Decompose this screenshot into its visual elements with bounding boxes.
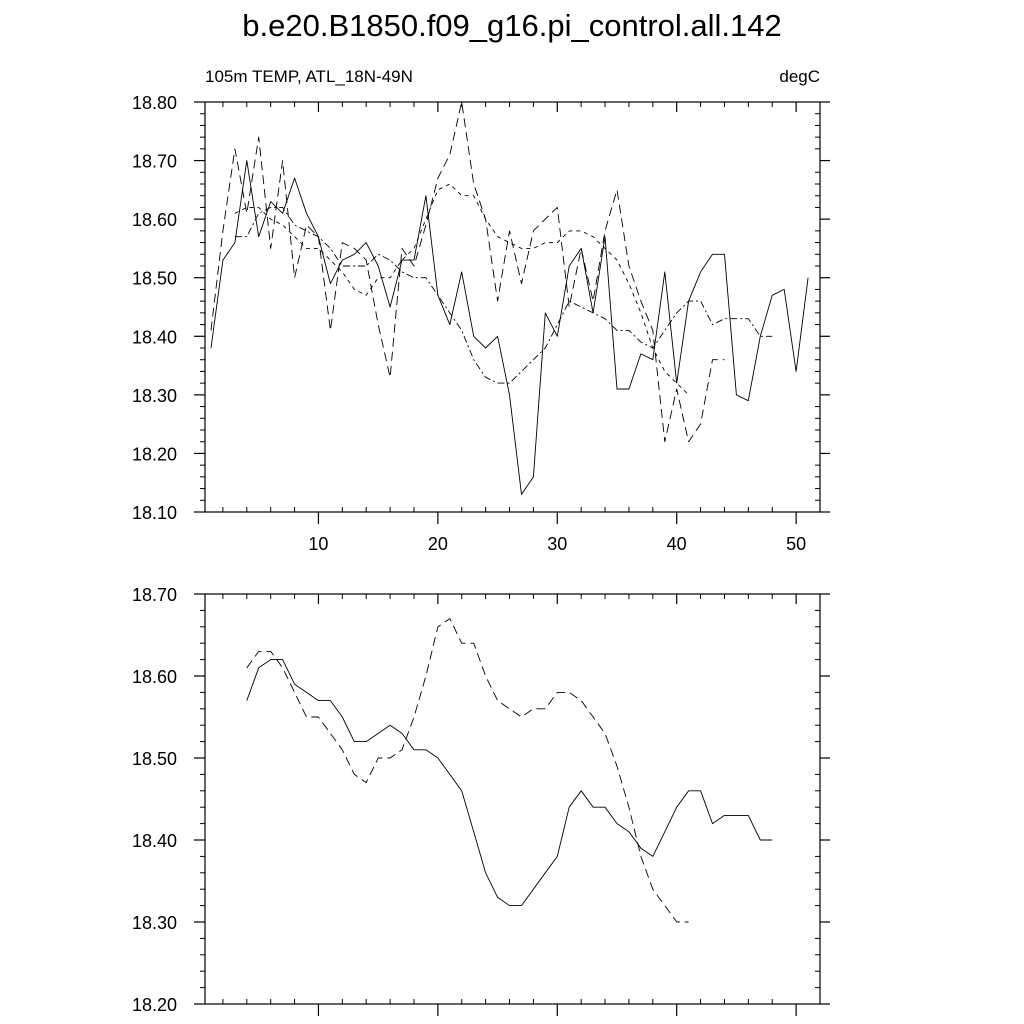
- series-line-solid: [246, 659, 773, 907]
- y-tick-label: 18.20: [132, 995, 177, 1015]
- y-tick-label: 18.50: [132, 269, 177, 289]
- y-tick-label: 18.80: [132, 93, 177, 113]
- chart-title: b.e20.B1850.f09_g16.pi_control.all.142: [242, 8, 782, 43]
- series-line-dash-dot: [234, 206, 773, 384]
- y-tick-label: 18.70: [132, 152, 177, 172]
- top-panel: 10 20 30 40 50 18.10 18.20 18.30 18.40 18.50 18.60…: [132, 93, 830, 554]
- y-tick-label: 18.50: [132, 749, 177, 769]
- x-tick-label: 20: [428, 534, 448, 554]
- y-tick-label: 18.20: [132, 444, 177, 464]
- y-tick-label: 18.30: [132, 913, 177, 933]
- series-line-solid: [210, 160, 809, 495]
- y-tick-label: 18.60: [132, 667, 177, 687]
- x-tick-label: 40: [667, 534, 687, 554]
- x-tick-label: 50: [786, 534, 806, 554]
- x-tick-label: 10: [308, 534, 328, 554]
- y-tick-label: 18.40: [132, 327, 177, 347]
- x-tick-label: 30: [547, 534, 567, 554]
- y-tick-label: 18.70: [132, 585, 177, 605]
- y-tick-label: 18.10: [132, 503, 177, 523]
- series-line-short-dash: [234, 183, 689, 396]
- left-subtitle: 105m TEMP, ATL_18N-49N: [205, 67, 413, 86]
- series-line-long-dash: [246, 618, 689, 923]
- series-line-long-dash: [210, 101, 725, 443]
- plot-frame: [204, 101, 821, 513]
- y-tick-label: 18.30: [132, 386, 177, 406]
- plot-frame: [204, 593, 821, 1005]
- bottom-panel: 18.20 18.30 18.40 18.50 18.60 18.70: [132, 585, 830, 1016]
- y-tick-label: 18.40: [132, 831, 177, 851]
- unit-label: degC: [779, 67, 820, 86]
- y-tick-label: 18.60: [132, 210, 177, 230]
